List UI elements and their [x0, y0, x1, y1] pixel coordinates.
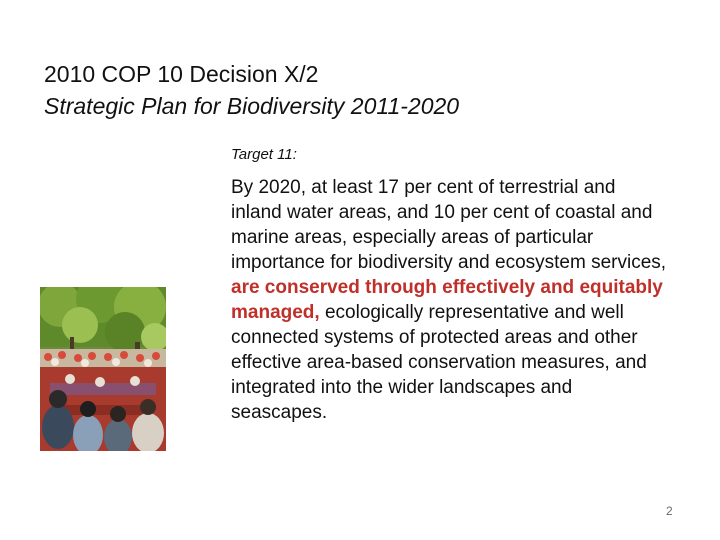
title-decision: 2010 COP 10 Decision X/2 [44, 61, 319, 87]
target-text-highlight: are conserved through effectively and eq… [231, 277, 663, 323]
target-label: Target 11: [231, 146, 297, 163]
page-number: 2 [666, 504, 673, 518]
target-description: By 2020, at least 17 per cent of terrest… [231, 175, 671, 425]
slide-title: 2010 COP 10 Decision X/2 Strategic Plan … [44, 58, 459, 122]
target-text-intro: By 2020, at least 17 per cent of terrest… [231, 177, 667, 273]
target-text-rest: ecologically representative and well con… [231, 302, 647, 423]
community-meeting-photo [40, 287, 166, 451]
title-strategic-plan: Strategic Plan for Biodiversity 2011-202… [44, 93, 460, 119]
